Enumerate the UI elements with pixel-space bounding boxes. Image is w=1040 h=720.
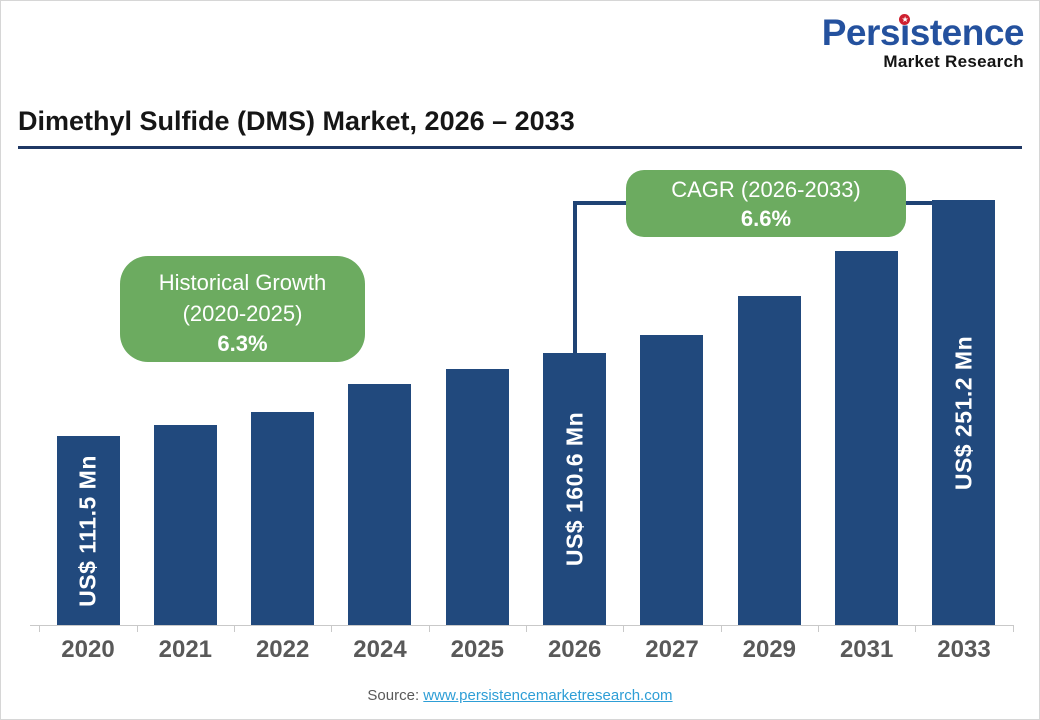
x-axis-label-2020: 2020 xyxy=(61,636,115,663)
axis-tick xyxy=(525,625,527,632)
bar-2020: US$ 111.5 Mn xyxy=(56,436,120,625)
bar-2029 xyxy=(737,295,801,625)
pmr-logo: Persistence ★ Market Research xyxy=(821,12,1025,71)
title-underline xyxy=(18,146,1022,149)
bar-2031 xyxy=(835,250,899,625)
x-axis-label-2029: 2029 xyxy=(742,636,797,663)
x-axis-label-2025: 2025 xyxy=(450,636,505,663)
axis-tick xyxy=(39,625,41,632)
source-label: Source: xyxy=(367,687,420,704)
axis-tick xyxy=(720,625,722,632)
logo-brand-text: Persistence ★ xyxy=(821,12,1025,53)
x-axis-label-2027: 2027 xyxy=(645,636,699,663)
bar-2027 xyxy=(640,335,704,625)
historical-growth-range: (2020-2025) xyxy=(182,301,303,326)
bar-value-label-2020: US$ 111.5 Mn xyxy=(74,454,101,607)
x-axis-label-2021: 2021 xyxy=(158,636,213,663)
logo-brand-word: Persistence xyxy=(821,12,1025,53)
x-axis-label-2033: 2033 xyxy=(937,636,991,663)
axis-tick xyxy=(915,625,917,632)
bar-value-label-2026: US$ 160.6 Mn xyxy=(561,411,588,567)
star-dot-icon: ★ xyxy=(899,14,911,25)
x-axis-line xyxy=(30,625,1013,626)
x-axis-label-2026: 2026 xyxy=(547,636,602,663)
bar-2022 xyxy=(251,411,315,625)
cagr-callout: CAGR (2026-2033) 6.6% xyxy=(626,170,906,237)
bar-2025 xyxy=(445,368,509,625)
historical-growth-title: Historical Growth xyxy=(158,270,327,295)
page-title: Dimethyl Sulfide (DMS) Market, 2026 – 20… xyxy=(18,106,575,136)
source-link[interactable]: www.persistencemarketresearch.com xyxy=(423,687,673,704)
axis-tick xyxy=(233,625,235,632)
x-axis-label-2031: 2031 xyxy=(839,636,894,663)
source-line: Source: www.persistencemarketresearch.co… xyxy=(0,687,1040,704)
bar-2026: US$ 160.6 Mn xyxy=(543,353,607,625)
bar-2021 xyxy=(153,424,217,625)
historical-growth-value: 6.3% xyxy=(217,331,268,356)
x-axis-label-2024: 2024 xyxy=(353,636,407,663)
bar-value-label-2033: US$ 251.2 Mn xyxy=(950,335,977,490)
bar-2024 xyxy=(348,384,412,625)
historical-growth-callout: Historical Growth (2020-2025) 6.3% xyxy=(120,256,365,362)
axis-tick xyxy=(817,625,819,632)
axis-tick xyxy=(136,625,138,632)
logo-subtext: Market Research xyxy=(883,52,1024,71)
axis-tick xyxy=(623,625,625,632)
axis-tick xyxy=(331,625,333,632)
cagr-title: CAGR (2026-2033) xyxy=(671,177,861,202)
x-axis-label-2022: 2022 xyxy=(255,636,310,663)
axis-tick xyxy=(1012,625,1014,632)
cagr-connector-vertical-line xyxy=(572,201,577,354)
bar-2033: US$ 251.2 Mn xyxy=(932,200,996,625)
axis-tick xyxy=(428,625,430,632)
cagr-value: 6.6% xyxy=(740,206,792,231)
